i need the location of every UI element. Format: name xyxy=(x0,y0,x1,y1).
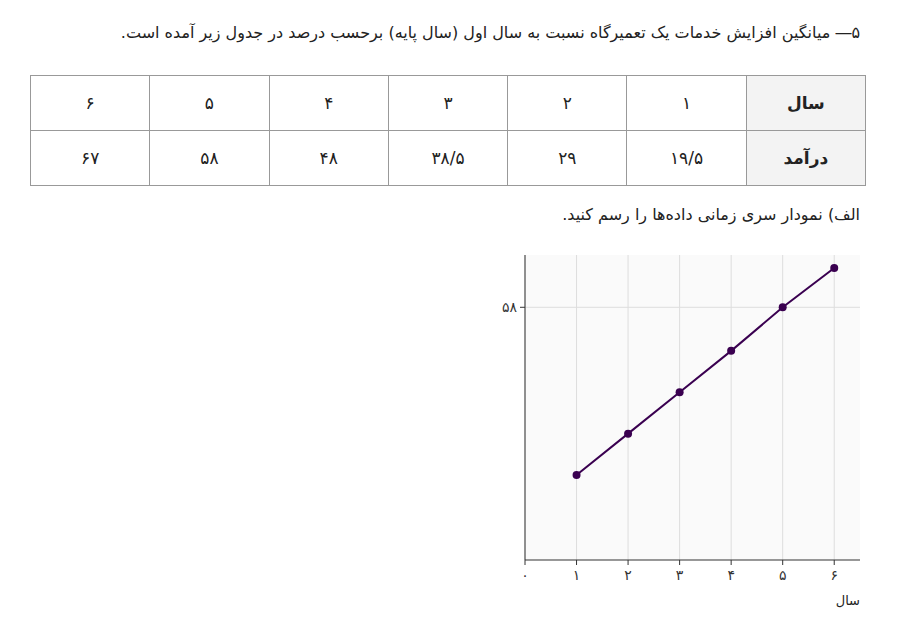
data-table: ۶۵۴۳۲۱سال۶۷۵۸۴۸۳۸/۵۲۹۱۹/۵درآمد xyxy=(30,75,866,186)
point xyxy=(830,264,838,272)
x-tick xyxy=(679,560,680,565)
grid-line-x xyxy=(731,255,732,560)
table-year: ۳ xyxy=(388,76,507,131)
y-tick-label: ۵۸ xyxy=(502,299,518,315)
grid-line-x xyxy=(525,255,526,560)
table-header: سال xyxy=(746,76,865,131)
table-year: ۱ xyxy=(627,76,746,131)
x-tick-label: ۵ xyxy=(779,567,787,583)
y-axis xyxy=(525,255,526,560)
title: ۵― میانگین افزایش خدمات یک تعمیرگاه نسبت… xyxy=(30,22,860,44)
grid-line-y xyxy=(525,307,860,308)
x-tick xyxy=(525,560,526,565)
table-value: ۶۷ xyxy=(31,131,150,186)
table-header: درآمد xyxy=(746,131,865,186)
x-tick-label: ۰ xyxy=(521,567,529,583)
x-tick-label: ۱ xyxy=(573,567,581,583)
point xyxy=(727,347,735,355)
grid-line-x xyxy=(679,255,680,560)
x-tick xyxy=(628,560,629,565)
x-tick-label: ۴ xyxy=(727,567,735,583)
grid-line-x xyxy=(628,255,629,560)
table-value: ۲۹ xyxy=(508,131,627,186)
grid-line-x xyxy=(834,255,835,560)
table-value: ۴۸ xyxy=(269,131,388,186)
x-tick xyxy=(731,560,732,565)
table-value: ۱۹/۵ xyxy=(627,131,746,186)
table-year: ۵ xyxy=(150,76,269,131)
x-tick xyxy=(576,560,577,565)
x-tick-label: ۲ xyxy=(624,567,632,583)
plot-area xyxy=(525,255,860,560)
table-row: ۶۷۵۸۴۸۳۸/۵۲۹۱۹/۵درآمد xyxy=(31,131,866,186)
line xyxy=(577,268,835,475)
table-row: ۶۵۴۳۲۱سال xyxy=(31,76,866,131)
x-tick-label: ۳ xyxy=(676,567,684,583)
grid-line-x xyxy=(576,255,577,560)
subtitle: الف) نمودار سری زمانی داده‌ها را رسم کنی… xyxy=(30,205,860,224)
table-year: ۴ xyxy=(269,76,388,131)
x-axis-label: سال xyxy=(836,593,860,608)
x-axis xyxy=(525,560,860,561)
point xyxy=(573,471,581,479)
table-year: ۶ xyxy=(31,76,150,131)
table-year: ۲ xyxy=(508,76,627,131)
table-value: ۵۸ xyxy=(150,131,269,186)
point xyxy=(624,430,632,438)
chart: ۰ ۱ ۲ ۳ ۴ ۵ ۶ ۵۸ سال xyxy=(480,240,880,620)
point xyxy=(779,303,787,311)
x-tick xyxy=(834,560,835,565)
table-value: ۳۸/۵ xyxy=(388,131,507,186)
grid-line-x xyxy=(782,255,783,560)
x-tick xyxy=(782,560,783,565)
point xyxy=(676,388,684,396)
y-tick xyxy=(520,307,525,308)
x-tick-label: ۶ xyxy=(830,567,838,583)
data-group xyxy=(573,264,839,479)
page: ۵― میانگین افزایش خدمات یک تعمیرگاه نسبت… xyxy=(0,0,900,631)
